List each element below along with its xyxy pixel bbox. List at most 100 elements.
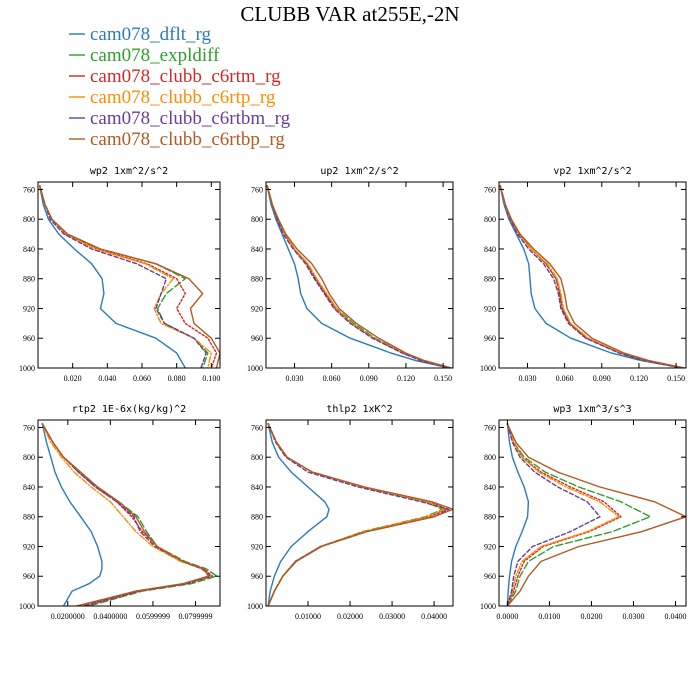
x-tick-label: 0.150: [434, 374, 452, 383]
x-tick-label: 0.030: [285, 374, 303, 383]
y-tick-label: 800: [23, 453, 35, 462]
panel-title: up2 1xm^2/s^2: [320, 166, 398, 177]
series-line: [506, 423, 622, 606]
x-tick-label: 0.060: [323, 374, 341, 383]
y-tick-label: 800: [23, 215, 35, 224]
series-line: [41, 423, 214, 606]
y-tick-label: 880: [251, 275, 263, 284]
y-tick-label: 800: [484, 453, 496, 462]
y-tick-label: 800: [484, 215, 496, 224]
plot-frame: [37, 419, 221, 607]
series-line: [267, 423, 448, 606]
panel-1: wp2 1xm^2/s^2 760 800 840 880 920 960 1000 0.020…: [19, 166, 221, 383]
x-tick-label: 0.100: [202, 374, 220, 383]
series-line: [266, 184, 453, 368]
y-tick-label: 760: [484, 185, 496, 194]
plot-frame: [498, 419, 687, 607]
figure-title: CLUBB VAR at255E,-2N: [240, 2, 459, 26]
x-tick-label: 0.0200: [580, 612, 602, 621]
series-line: [41, 423, 210, 606]
legend-label: cam078_expldiff: [90, 45, 220, 66]
y-tick-label: 840: [484, 245, 496, 254]
series-line: [506, 423, 601, 606]
series-line: [41, 423, 212, 606]
x-tick-label: 0.150: [667, 374, 685, 383]
series-line: [506, 423, 651, 606]
y-tick-label: 1000: [19, 364, 35, 373]
y-tick-label: 920: [23, 542, 35, 551]
y-tick-label: 1000: [247, 602, 263, 611]
series-line: [499, 184, 683, 368]
plot-frame: [498, 181, 687, 369]
y-tick-label: 1000: [19, 602, 35, 611]
panel-3: vp2 1xm^2/s^2 760 800 840 880 920 960 1000 0.030…: [480, 166, 687, 383]
series-line: [39, 184, 187, 368]
x-tick-label: 0.020: [64, 374, 82, 383]
y-tick-label: 800: [251, 215, 263, 224]
panel-5: thlp2 1xK^2 760 800 840 880 920 960 1000 0.01000…: [247, 404, 454, 621]
panel-6: wp3 1xm^3/s^3 760 800 840 880 920 960 10000.000…: [480, 404, 687, 621]
series-line: [39, 184, 220, 368]
x-tick-label: 0.090: [593, 374, 611, 383]
y-tick-label: 1000: [480, 602, 496, 611]
y-tick-label: 760: [251, 185, 263, 194]
x-tick-label: 0.02000: [337, 612, 363, 621]
series-line: [499, 184, 683, 368]
y-tick-label: 960: [484, 334, 496, 343]
series-line: [266, 184, 450, 368]
series-line: [506, 423, 620, 606]
x-tick-label: 0.120: [630, 374, 648, 383]
y-tick-label: 880: [484, 513, 496, 522]
y-tick-label: 920: [251, 304, 263, 313]
y-tick-label: 960: [23, 572, 35, 581]
series-line: [39, 184, 207, 368]
y-tick-label: 880: [484, 275, 496, 284]
x-tick-label: 0.0599999: [136, 612, 170, 621]
plot-frame: [265, 181, 454, 369]
series-line: [39, 184, 209, 368]
y-tick-label: 920: [484, 304, 496, 313]
x-tick-label: 0.0100: [538, 612, 560, 621]
legend-label: cam078_clubb_c6rtbm_rg: [90, 108, 291, 129]
x-tick-label: 0.060: [133, 374, 151, 383]
legend-label: cam078_dflt_rg: [90, 24, 212, 45]
x-tick-label: 0.0799999: [179, 612, 213, 621]
y-tick-label: 840: [484, 483, 496, 492]
y-tick-label: 920: [251, 542, 263, 551]
y-tick-label: 880: [251, 513, 263, 522]
y-tick-label: 840: [251, 245, 263, 254]
y-tick-label: 760: [23, 185, 35, 194]
y-tick-label: 760: [23, 423, 35, 432]
legend-label: cam078_clubb_c6rtbp_rg: [90, 129, 285, 150]
y-tick-label: 1000: [480, 364, 496, 373]
x-tick-label: 0.030: [518, 374, 536, 383]
plot-frame: [265, 419, 454, 607]
panel-title: wp3 1xm^3/s^3: [553, 404, 631, 415]
y-tick-label: 760: [251, 423, 263, 432]
plot-frame: [37, 181, 221, 369]
panel-title: wp2 1xm^2/s^2: [90, 166, 168, 177]
y-tick-label: 840: [23, 483, 35, 492]
series-line: [266, 184, 450, 368]
panel-title: vp2 1xm^2/s^2: [553, 166, 631, 177]
x-tick-label: 0.01000: [295, 612, 321, 621]
series-line: [267, 423, 330, 606]
y-tick-label: 1000: [247, 364, 263, 373]
panel-2: up2 1xm^2/s^2 760 800 840 880 920 960 1000 0.030…: [247, 166, 454, 383]
x-tick-label: 0.04000: [421, 612, 447, 621]
series-line: [39, 184, 218, 368]
y-tick-label: 880: [23, 275, 35, 284]
y-tick-label: 960: [251, 572, 263, 581]
panel-title: rtp2 1E-6x(kg/kg)^2: [72, 404, 186, 415]
x-tick-label: 0.040: [98, 374, 116, 383]
series-line: [41, 423, 212, 606]
series-line: [41, 423, 103, 606]
series-line: [266, 184, 450, 368]
y-tick-label: 960: [484, 572, 496, 581]
series-line: [267, 423, 446, 606]
series-line: [267, 423, 444, 606]
panels: wp2 1xm^2/s^2 760 800 840 880 920 960 1000 0.020…: [19, 166, 687, 621]
x-tick-label: 0.0200000: [51, 612, 85, 621]
series-line: [506, 423, 686, 606]
